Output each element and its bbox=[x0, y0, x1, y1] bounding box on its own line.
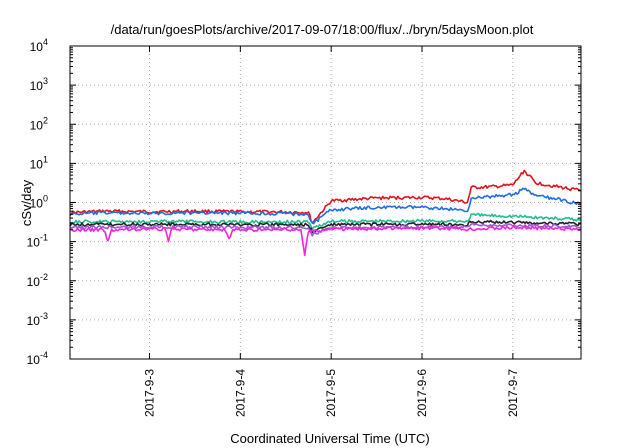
y-tick-label: 103 bbox=[30, 76, 48, 93]
y-tick-label: 10-4 bbox=[27, 350, 48, 367]
series-line-5 bbox=[69, 222, 582, 237]
tick-layer: 10-4 10-3 10-2 10-1 100 101 102 103 104 2017-9-3 2… bbox=[27, 37, 581, 417]
series-layer bbox=[69, 169, 582, 257]
series-line-2 bbox=[69, 187, 582, 225]
y-tick-label: 10-3 bbox=[27, 311, 48, 328]
x-axis-label: Coordinated Universal Time (UTC) bbox=[230, 431, 429, 446]
y-tick-label: 10-2 bbox=[27, 272, 48, 289]
x-tick-label: 2017-9-7 bbox=[506, 369, 520, 417]
y-tick-label: 104 bbox=[30, 37, 48, 54]
y-tick-label: 102 bbox=[30, 115, 48, 132]
series-line-3 bbox=[69, 212, 582, 230]
series-line-6 bbox=[69, 225, 582, 257]
x-tick-label: 2017-9-4 bbox=[233, 369, 247, 417]
x-tick-label: 2017-9-5 bbox=[324, 369, 338, 417]
x-tick-label: 2017-9-6 bbox=[415, 369, 429, 417]
series-line-1 bbox=[70, 169, 582, 224]
y-tick-label: 10-1 bbox=[27, 233, 48, 250]
series-line-4 bbox=[69, 219, 582, 234]
x-tick-label: 2017-9-3 bbox=[142, 369, 156, 417]
y-axis-label: cSv/day bbox=[19, 179, 34, 226]
y-tick-label: 100 bbox=[30, 194, 48, 211]
y-tick-label: 101 bbox=[30, 154, 48, 171]
chart-title: /data/run/goesPlots/archive/2017-09-07/1… bbox=[111, 22, 534, 37]
grid bbox=[70, 46, 581, 359]
